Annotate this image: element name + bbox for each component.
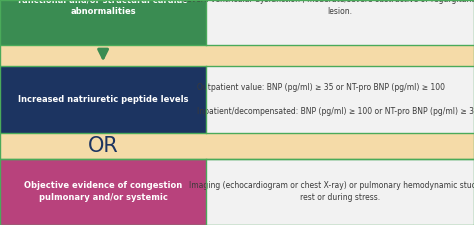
Bar (206, 66, 474, 133)
Bar (0, 0, 206, 45)
Text: Symptoms and/or signs caused by
functional and/or structural cardiac
abnormaliti: Symptoms and/or signs caused by function… (18, 0, 188, 16)
Bar (206, 159, 474, 225)
Bar (0, 66, 206, 133)
Text: Increased natriuretic peptide levels: Increased natriuretic peptide levels (18, 95, 188, 104)
Bar (0, 159, 206, 225)
Text: OR: OR (88, 136, 118, 156)
Text: LVEF < 50%, abnormal enlargement of cardiac chambers, E/E’ > 15, moderate/
sever: LVEF < 50%, abnormal enlargement of card… (183, 0, 474, 16)
Bar (0, 133, 474, 159)
Bar (0, 45, 474, 66)
Bar (206, 0, 474, 45)
Text: Objective evidence of congestion
pulmonary and/or systemic: Objective evidence of congestion pulmona… (24, 181, 182, 202)
Text: Imaging (echocardiogram or chest X-ray) or pulmonary hemodynamic study at
rest o: Imaging (echocardiogram or chest X-ray) … (189, 181, 474, 202)
Text: Outpatient value: BNP (pg/ml) ≥ 35 or NT-pro BNP (pg/ml) ≥ 100

Inpatient/decomp: Outpatient value: BNP (pg/ml) ≥ 35 or NT… (197, 83, 474, 116)
